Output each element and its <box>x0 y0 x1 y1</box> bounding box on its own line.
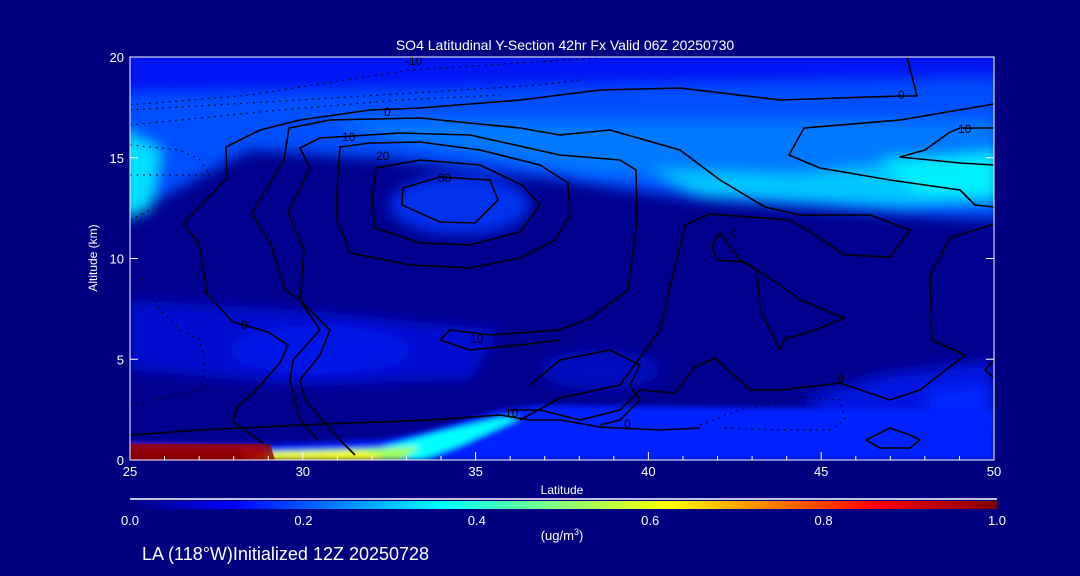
colorbar-units: (ug/m3) <box>541 527 584 543</box>
contour-neg-7 <box>699 396 846 431</box>
y-tick-label: 15 <box>110 151 124 166</box>
colorbar-tick-label: 0.8 <box>815 513 833 528</box>
x-axis-label: Latitude <box>541 483 584 497</box>
cyan-band-peak <box>880 155 994 195</box>
contour-0-edge <box>984 359 994 379</box>
y-tick-label: 5 <box>117 352 124 367</box>
axes: 25 30 35 40 45 50 0 5 10 15 20 <box>110 50 1002 479</box>
colorbar <box>130 501 997 509</box>
x-tick-label: 35 <box>468 464 482 479</box>
x-tick-label: 45 <box>814 464 828 479</box>
y-tick-label: 10 <box>110 252 124 267</box>
upper-band-light <box>330 120 994 180</box>
contour-10-outer <box>251 117 911 456</box>
contour-label: 10 <box>505 406 519 420</box>
contour-label: -10 <box>405 54 423 68</box>
x-tick-label: 40 <box>641 464 655 479</box>
contour-label: 0 <box>837 372 844 386</box>
y-axis-label: Altitude (km) <box>86 224 100 291</box>
contour-0-main <box>182 57 918 444</box>
colorbar-tick-label: 1.0 <box>988 513 1006 528</box>
contour-label: 30 <box>438 171 452 185</box>
contour-0-right-lower <box>510 223 994 421</box>
contour-label: 10 <box>342 130 356 144</box>
contour-neg-1 <box>130 57 601 106</box>
chart-title: SO4 Latitudinal Y-Section 42hr Fx Valid … <box>396 37 735 53</box>
contour-label: 0 <box>898 88 905 102</box>
contour-25 <box>371 159 541 246</box>
footer-init-text: LA (118°W)Initialized 12Z 20250728 <box>142 544 429 564</box>
contour-labels: 0 0 0 0 0 0 10 10 10 10 20 30 -10 <box>241 54 972 431</box>
y-tick-label: 20 <box>110 50 124 65</box>
x-tick-label: 50 <box>987 464 1001 479</box>
contour-10-inner <box>287 132 638 441</box>
contour-20 <box>336 141 571 269</box>
colorbar-tick-label: 0.2 <box>294 513 312 528</box>
y-tick-label: 0 <box>117 453 124 468</box>
contour-label: 0 <box>730 227 737 241</box>
x-tick-label: 25 <box>123 464 137 479</box>
cyan-left-patch <box>130 135 160 217</box>
contour-label: 20 <box>376 149 390 163</box>
x-tick-label: 30 <box>296 464 310 479</box>
contour-0-mid <box>529 349 641 426</box>
mid-patch <box>230 325 410 375</box>
contour-neg-2 <box>130 79 581 111</box>
contour-neg-4 <box>130 144 212 176</box>
contour-0-closed <box>711 232 845 351</box>
contour-label: 0 <box>624 417 631 431</box>
contour-0-right-upper <box>788 103 994 208</box>
contour-neg-6 <box>130 274 206 406</box>
colorbar-tick-label: 0.4 <box>468 513 486 528</box>
colorbar-tick-label: 0.6 <box>641 513 659 528</box>
contour-label: 10 <box>958 122 972 136</box>
concentration-field: 0 0 0 0 0 0 10 10 10 10 20 30 -10 <box>130 54 994 460</box>
colorbar-ticks: 0.0 0.2 0.4 0.6 0.8 1.0 <box>121 513 1006 528</box>
contour-label: 0 <box>241 318 248 332</box>
contours <box>130 57 994 456</box>
core-patch <box>390 175 530 235</box>
contour-10-right <box>899 127 994 166</box>
contour-0-small <box>865 427 921 449</box>
contour-0-bottom <box>130 414 701 436</box>
contour-30 <box>401 176 499 224</box>
contour-label: 10 <box>470 332 484 346</box>
contour-label: 0 <box>384 105 391 119</box>
colorbar-tick-label: 0.0 <box>121 513 139 528</box>
